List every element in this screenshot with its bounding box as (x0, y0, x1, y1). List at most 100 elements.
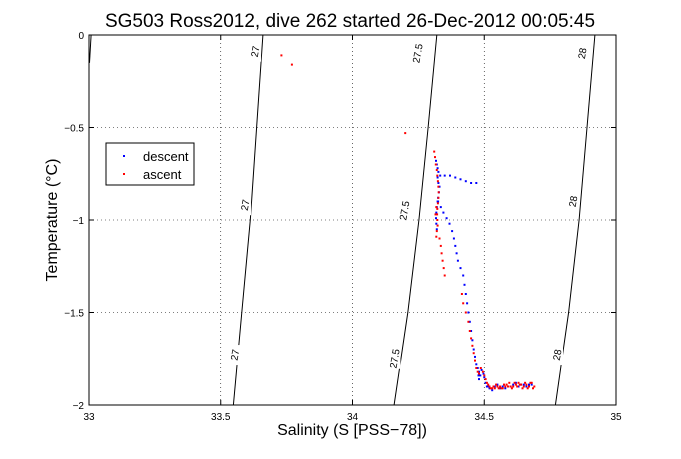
contour-label: 28 (568, 195, 581, 208)
data-point-ascent (436, 180, 439, 183)
data-point-ascent (485, 381, 488, 384)
data-point-ascent (435, 206, 438, 209)
data-point-descent (512, 383, 515, 386)
data-point-ascent (484, 378, 487, 381)
data-point-ascent (529, 381, 532, 384)
contour-label: 27.5 (388, 348, 402, 370)
data-point-ascent (443, 274, 446, 277)
data-point-descent (499, 387, 502, 390)
contour-label-bg (251, 41, 262, 62)
data-point-descent (463, 283, 466, 286)
data-point-descent (467, 311, 470, 314)
axis-ticks: 33 33.5 34 34.5 35 0 −0.5 −1 −1.5 −2 (64, 31, 622, 423)
data-point-descent (435, 222, 438, 225)
contour-label: 27 (230, 348, 243, 361)
data-point-ascent (468, 330, 471, 332)
data-point-ascent (280, 54, 283, 57)
data-point-descent (504, 387, 507, 390)
data-point-descent (479, 374, 482, 377)
data-point-descent (454, 176, 457, 179)
contour-label-bg (568, 191, 579, 212)
data-point-ascent (435, 169, 438, 171)
data-point-ascent (478, 372, 480, 375)
data-point-descent (517, 385, 520, 388)
data-point-descent (491, 389, 494, 392)
data-point-descent (480, 368, 483, 371)
y-tick-label: 0 (78, 31, 84, 42)
data-point-ascent (517, 381, 520, 384)
data-point-descent (445, 217, 448, 220)
data-point-descent (466, 302, 469, 305)
data-point-ascent (462, 302, 465, 305)
data-point-ascent (464, 311, 467, 314)
data-point-descent (437, 182, 440, 184)
y-tick-label: −1 (73, 216, 85, 227)
x-tick-label: 33 (83, 412, 95, 423)
data-point-descent (454, 244, 457, 247)
data-point-ascent (530, 381, 533, 384)
x-tick-label: 34 (347, 412, 359, 423)
data-point-descent (483, 376, 486, 379)
legend-box (105, 142, 195, 186)
data-point-ascent (467, 320, 470, 323)
contour-line (393, 34, 438, 406)
data-point-ascent (441, 259, 444, 262)
data-point-ascent (492, 385, 495, 388)
data-point-descent (435, 228, 438, 231)
contour-label-bg (400, 200, 411, 221)
contour-label-bg (390, 348, 401, 369)
data-point-descent (436, 176, 439, 179)
contour-label-bg (578, 43, 589, 64)
data-point-ascent (493, 387, 496, 390)
data-point-ascent (404, 132, 407, 135)
data-point-descent (470, 330, 473, 332)
data-point-descent (488, 387, 491, 390)
data-point-ascent (437, 191, 440, 194)
data-point-ascent (475, 367, 478, 369)
data-point-descent (437, 200, 440, 203)
data-point-ascent (516, 385, 519, 388)
data-point-ascent (508, 381, 511, 384)
data-point-ascent (436, 207, 439, 210)
data-point-descent (470, 182, 473, 184)
data-point-ascent (481, 370, 484, 373)
data-point-ascent (513, 381, 516, 384)
data-point-ascent (499, 385, 502, 388)
data-point-descent (464, 293, 467, 295)
data-point-ascent (435, 235, 438, 238)
data-point-descent (435, 159, 437, 162)
data-point-descent (493, 385, 496, 388)
data-point-ascent (510, 387, 513, 390)
data-point-ascent (505, 383, 508, 386)
data-point-descent (514, 381, 517, 384)
data-point-ascent (509, 385, 512, 388)
y-axis-label: Temperature (°C) (44, 159, 61, 282)
data-point-ascent (436, 213, 439, 216)
data-point-descent (464, 180, 467, 183)
data-point-descent (462, 274, 465, 277)
data-point-ascent (487, 383, 490, 386)
chart-title: SG503 Ross2012, dive 262 started 26-Dec-… (105, 11, 595, 32)
data-point-ascent (495, 383, 498, 386)
contour-label: 27.5 (398, 200, 412, 222)
data-point-descent (476, 367, 479, 369)
data-point-descent (448, 222, 451, 225)
data-point-ascent (521, 387, 524, 390)
data-point-ascent (500, 387, 503, 390)
data-point-ascent (489, 387, 492, 390)
density-contours: 27 27 27 27.5 27.5 27.5 28 28 28 (89, 34, 596, 406)
data-point-descent (455, 252, 458, 255)
data-point-ascent (533, 385, 536, 388)
contour-line (232, 34, 264, 406)
data-point-descent (443, 174, 446, 177)
data-point-descent (439, 174, 442, 177)
data-point-ascent (290, 63, 293, 66)
data-point-descent (471, 339, 474, 342)
data-point-descent (478, 378, 480, 381)
legend-label-ascent: ascent (143, 167, 182, 182)
data-point-descent (474, 355, 476, 358)
data-point-descent (435, 217, 437, 220)
data-point-descent (530, 383, 533, 386)
data-point-descent (449, 174, 451, 177)
data-point-descent (485, 385, 488, 388)
